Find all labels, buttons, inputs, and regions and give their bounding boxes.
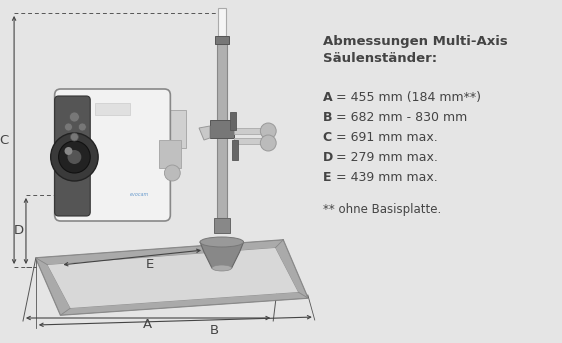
Polygon shape (200, 242, 243, 268)
Ellipse shape (212, 265, 232, 271)
Circle shape (67, 150, 81, 164)
Text: C: C (0, 133, 9, 146)
Text: A: A (323, 91, 332, 104)
Polygon shape (275, 240, 308, 298)
Circle shape (65, 147, 72, 155)
Circle shape (78, 123, 87, 131)
FancyBboxPatch shape (55, 96, 90, 216)
Bar (214, 218, 230, 233)
Circle shape (65, 123, 72, 131)
Bar (170, 110, 186, 148)
Ellipse shape (200, 237, 243, 247)
Bar (234, 128, 268, 134)
Text: = 279 mm max.: = 279 mm max. (336, 151, 437, 164)
Text: A: A (143, 319, 152, 331)
Circle shape (165, 165, 180, 181)
Text: D: D (323, 151, 333, 164)
Text: Abmessungen Multi-Axis
Säulenständer:: Abmessungen Multi-Axis Säulenständer: (323, 35, 507, 65)
Polygon shape (36, 240, 308, 315)
Polygon shape (36, 240, 283, 265)
Bar (215, 36, 229, 44)
Circle shape (260, 123, 276, 139)
Circle shape (70, 112, 79, 122)
Bar (160, 140, 181, 168)
Text: ** ohne Basisplatte.: ** ohne Basisplatte. (323, 203, 441, 216)
Bar (210, 120, 234, 138)
Circle shape (51, 133, 98, 181)
Circle shape (260, 135, 276, 151)
Text: evocam: evocam (130, 192, 149, 198)
Text: = 455 mm (184 mm**): = 455 mm (184 mm**) (336, 91, 481, 104)
Bar (217, 44, 226, 218)
Text: = 691 mm max.: = 691 mm max. (336, 131, 437, 144)
Text: B: B (323, 111, 332, 124)
Text: C: C (323, 131, 332, 144)
Circle shape (58, 141, 90, 173)
FancyBboxPatch shape (55, 89, 170, 221)
Polygon shape (48, 248, 298, 308)
Text: E: E (146, 259, 153, 272)
Text: B: B (209, 323, 219, 336)
Polygon shape (199, 126, 210, 140)
Polygon shape (61, 292, 308, 315)
Bar (95, 103, 130, 115)
Bar (230, 112, 235, 130)
Bar (218, 8, 226, 36)
Circle shape (70, 133, 78, 141)
Polygon shape (36, 258, 70, 315)
Bar (232, 140, 238, 160)
Text: E: E (323, 171, 331, 184)
Text: = 682 mm - 830 mm: = 682 mm - 830 mm (336, 111, 467, 124)
Text: D: D (14, 225, 24, 237)
Text: = 439 mm max.: = 439 mm max. (336, 171, 437, 184)
Bar (234, 138, 268, 144)
